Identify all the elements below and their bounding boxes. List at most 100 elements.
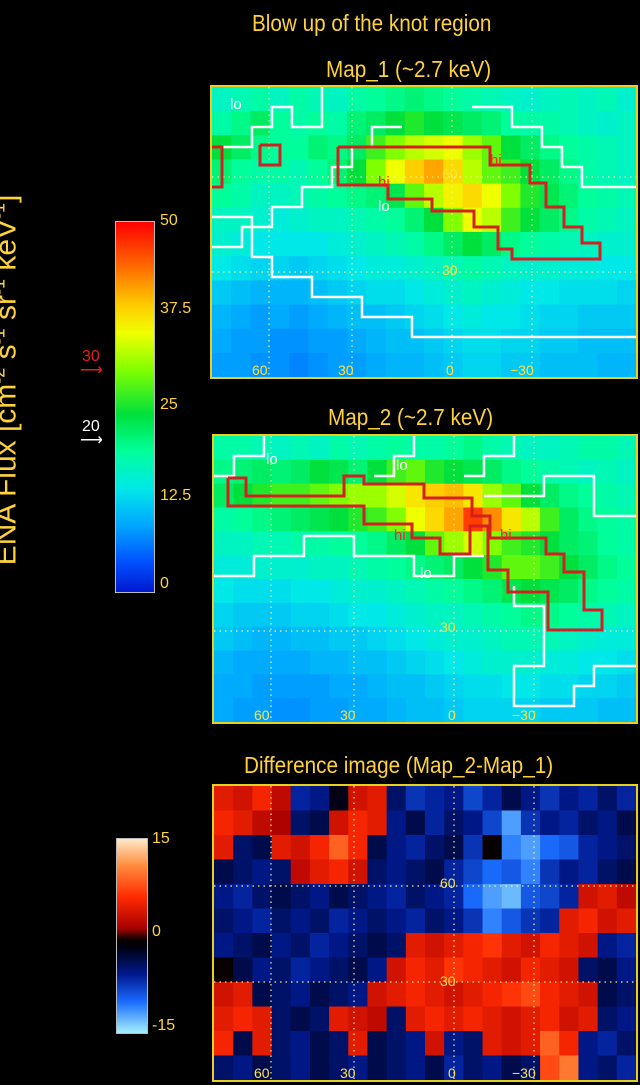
heatmap-cell <box>348 810 369 836</box>
heatmap-cell <box>404 352 425 377</box>
heatmap-cell <box>404 256 425 281</box>
heatmap-cell <box>252 459 273 485</box>
heatmap-cell <box>424 87 444 112</box>
heatmap-cell <box>501 982 522 1008</box>
heatmap-cell <box>559 810 580 836</box>
heatmap-cell <box>501 884 522 910</box>
heatmap-cell <box>578 531 599 556</box>
heatmap-cell <box>501 908 522 934</box>
heatmap-cell <box>597 1006 618 1032</box>
heatmap-cell <box>578 1031 599 1057</box>
heatmap-cell <box>329 786 349 812</box>
heatmap-cell <box>501 232 521 257</box>
heatmap-cell <box>520 957 541 983</box>
contour-label: lo <box>420 565 432 582</box>
heatmap-cell <box>214 933 234 959</box>
heatmap-cell <box>214 650 234 675</box>
heatmap-cell <box>252 650 273 675</box>
diff-colorbar <box>116 838 148 1034</box>
heatmap-cell <box>539 207 560 233</box>
heatmap-cell <box>289 159 309 185</box>
heatmap-cell <box>616 626 636 652</box>
heatmap-cell <box>309 908 330 934</box>
heatmap-cell <box>329 650 349 675</box>
heatmap-cell <box>463 1006 484 1032</box>
heatmap-cell <box>308 135 329 161</box>
heatmap-cell <box>252 674 273 699</box>
heatmap-cell <box>367 1055 388 1080</box>
heatmap-cell <box>309 531 330 556</box>
heatmap-cell <box>405 982 426 1008</box>
heatmap-cell <box>231 352 252 377</box>
heatmap-cell <box>269 328 290 354</box>
heatmap-cell <box>482 602 503 628</box>
heatmap-cell <box>269 183 290 209</box>
heatmap-cell <box>308 328 329 354</box>
heatmap-cell <box>444 786 464 812</box>
heatmap-cell <box>233 859 253 885</box>
heatmap-cell <box>597 483 618 509</box>
low-contour <box>512 586 636 708</box>
heatmap-cell <box>463 459 484 485</box>
heatmap-cell <box>214 436 234 461</box>
heatmap-cell <box>597 304 618 330</box>
heatmap-cell <box>539 87 560 112</box>
heatmap-cell <box>289 352 309 377</box>
heatmap-cell <box>271 982 292 1008</box>
heatmap-cell <box>269 111 290 136</box>
heatmap-cell <box>481 183 502 209</box>
heatmap-cell <box>444 957 464 983</box>
heatmap-cell <box>250 207 271 233</box>
heatmap-cell <box>214 859 234 885</box>
heatmap-cell <box>233 786 253 812</box>
heatmap-cell <box>366 159 387 185</box>
heatmap-cell <box>233 459 253 485</box>
heatmap-cell <box>252 982 273 1008</box>
heatmap-cell <box>269 256 290 281</box>
heatmap-cell <box>520 183 541 209</box>
heatmap-cell <box>367 626 388 652</box>
heatmap-cell <box>252 908 273 934</box>
heatmap-cell <box>443 328 464 354</box>
heatmap-cell <box>520 859 541 885</box>
heatmap-cell <box>405 531 426 556</box>
heatmap-cell <box>540 884 560 910</box>
heatmap-cell <box>250 111 271 136</box>
heatmap-cell <box>386 531 407 556</box>
heatmap-cell <box>231 328 252 354</box>
heatmap-cell <box>540 810 560 836</box>
heatmap-cell <box>597 626 618 652</box>
heatmap-cell <box>404 328 425 354</box>
x-tick-label: 30 <box>338 362 354 377</box>
heatmap-cell <box>501 810 522 836</box>
heatmap-cell <box>271 859 292 885</box>
heatmap-cell <box>290 1055 311 1080</box>
heatmap-cell <box>250 328 271 354</box>
heatmap-cell <box>559 698 580 722</box>
heatmap-cell <box>348 1055 369 1080</box>
heatmap-cell <box>348 555 369 580</box>
heatmap-cell <box>424 159 444 185</box>
heatmap-cell <box>539 280 560 306</box>
heatmap-cell <box>444 626 464 652</box>
heatmap-cell <box>405 1006 426 1032</box>
heatmap-cell <box>597 1055 618 1080</box>
heatmap-cell <box>386 579 407 604</box>
heatmap-cell <box>233 810 253 836</box>
high-contour <box>336 145 602 261</box>
heatmap-cell <box>405 626 426 652</box>
heatmap-cell <box>482 933 503 959</box>
heatmap-cell <box>329 957 349 983</box>
heatmap-cell <box>366 232 387 257</box>
heatmap-cell <box>482 982 503 1008</box>
heatmap-cell <box>501 674 522 699</box>
heatmap-cell <box>348 602 369 628</box>
heatmap-cell <box>578 328 599 354</box>
heatmap-cell <box>520 352 541 377</box>
heatmap-cell <box>233 507 253 532</box>
heatmap-cell <box>290 957 311 983</box>
heatmap-cell <box>271 602 292 628</box>
heatmap-cell <box>424 280 444 306</box>
contour-label: lo <box>230 96 242 113</box>
heatmap-cell <box>385 232 406 257</box>
